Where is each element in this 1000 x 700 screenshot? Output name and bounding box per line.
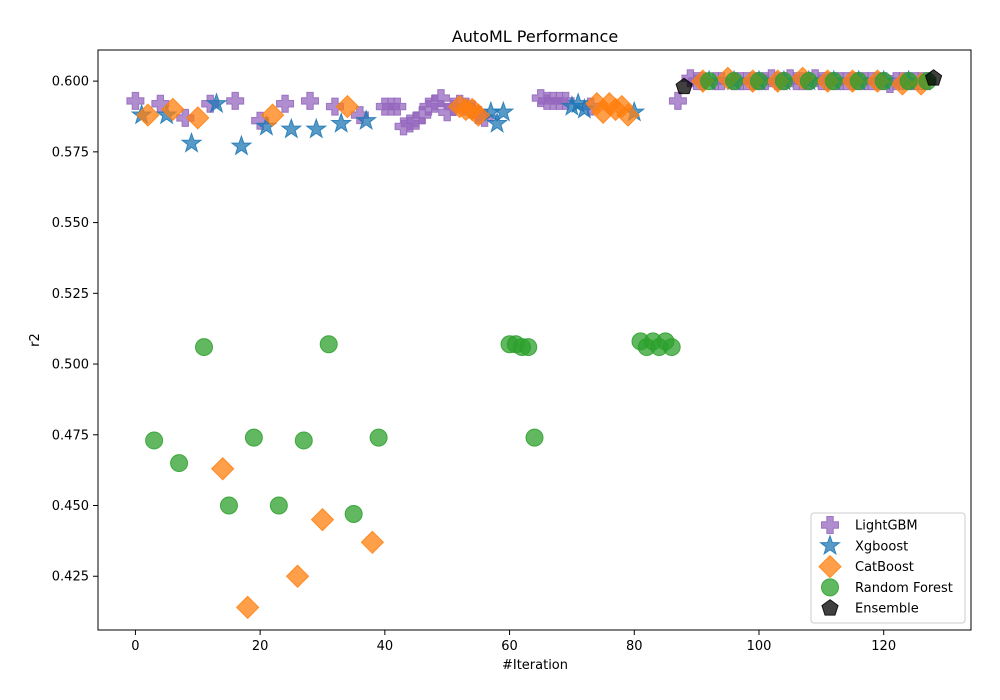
legend-label: Ensemble — [855, 602, 919, 617]
legend-marker — [818, 554, 842, 579]
data-point — [285, 564, 310, 588]
data-point — [360, 530, 385, 554]
x-tick-label: 40 — [377, 639, 394, 654]
data-point — [388, 97, 407, 116]
y-tick-label: 0.600 — [52, 75, 89, 90]
data-point — [849, 72, 868, 91]
data-point — [725, 72, 744, 91]
data-point — [180, 131, 203, 153]
data-point — [145, 431, 164, 450]
x-tick-label: 80 — [626, 639, 643, 654]
data-point — [244, 428, 263, 447]
series-random-forest — [145, 72, 937, 523]
data-point — [301, 91, 320, 110]
legend-label: CatBoost — [855, 560, 914, 575]
y-tick-label: 0.575 — [52, 145, 89, 160]
data-point — [280, 117, 303, 139]
data-point — [662, 338, 681, 357]
x-tick-label: 20 — [252, 639, 269, 654]
legend-box — [810, 512, 966, 624]
legend-label: LightGBM — [855, 519, 918, 534]
x-tick-label: 120 — [871, 639, 896, 654]
data-point — [330, 112, 353, 133]
y-tick-label: 0.475 — [52, 428, 89, 443]
plot-area — [126, 66, 943, 620]
data-point — [774, 72, 793, 91]
data-point — [355, 109, 378, 131]
data-point — [335, 94, 360, 119]
data-point — [824, 72, 843, 91]
legend-marker — [819, 534, 841, 556]
data-point — [305, 117, 328, 139]
data-point — [369, 428, 388, 447]
data-point — [899, 72, 918, 91]
data-point — [276, 94, 295, 113]
data-point — [136, 103, 160, 127]
plot-frame — [97, 49, 972, 631]
data-point — [226, 91, 245, 110]
x-tick-label: 100 — [747, 639, 772, 654]
data-point — [319, 335, 338, 354]
y-tick-label: 0.550 — [52, 216, 89, 231]
data-point — [799, 72, 818, 91]
data-point — [294, 431, 313, 450]
y-tick-label: 0.450 — [52, 499, 89, 514]
x-axis: 0 20 40 60 80 100 120 — [131, 630, 896, 654]
legend-label: Xgboost — [855, 539, 908, 554]
y-tick-label: 0.425 — [52, 570, 89, 585]
data-point — [219, 496, 238, 515]
data-point — [195, 338, 214, 357]
y-tick-label: 0.500 — [52, 358, 89, 373]
data-point — [310, 507, 335, 532]
legend-marker — [821, 516, 839, 534]
y-axis: 0.425 0.450 0.475 0.500 0.525 0.550 0.575 0.600 — [52, 75, 98, 585]
data-point — [161, 97, 185, 122]
data-point — [874, 72, 893, 91]
data-point — [260, 103, 285, 127]
data-point — [126, 91, 145, 110]
series-ensemble — [675, 69, 943, 95]
data-point — [235, 595, 260, 620]
data-point — [344, 505, 363, 523]
x-axis-label: #Iteration — [502, 658, 568, 673]
data-point — [668, 91, 687, 110]
legend-label: Random Forest — [855, 581, 953, 596]
data-point — [675, 77, 693, 95]
data-point — [700, 72, 719, 91]
data-point — [269, 496, 288, 515]
series-catboost — [136, 66, 933, 620]
x-tick-label: 60 — [501, 639, 518, 654]
data-point — [519, 338, 538, 357]
data-point — [186, 106, 210, 130]
data-point — [492, 100, 515, 122]
data-point — [325, 97, 344, 116]
legend-marker — [821, 599, 839, 616]
y-axis-label: r2 — [28, 333, 43, 347]
chart-title: AutoML Performance — [452, 27, 618, 46]
data-point — [616, 103, 640, 127]
data-point — [170, 454, 189, 473]
data-point — [486, 112, 509, 133]
data-point — [525, 428, 544, 447]
data-point — [749, 72, 768, 91]
legend-marker — [821, 578, 839, 597]
legend: LightGBM Xgboost CatBoost Random Forest Ense… — [810, 512, 966, 624]
data-point — [205, 92, 228, 114]
data-point — [466, 103, 491, 127]
data-point — [211, 457, 235, 481]
data-point — [924, 69, 943, 86]
y-tick-label: 0.525 — [52, 287, 89, 302]
data-point — [230, 134, 253, 156]
x-tick-label: 0 — [131, 639, 139, 654]
